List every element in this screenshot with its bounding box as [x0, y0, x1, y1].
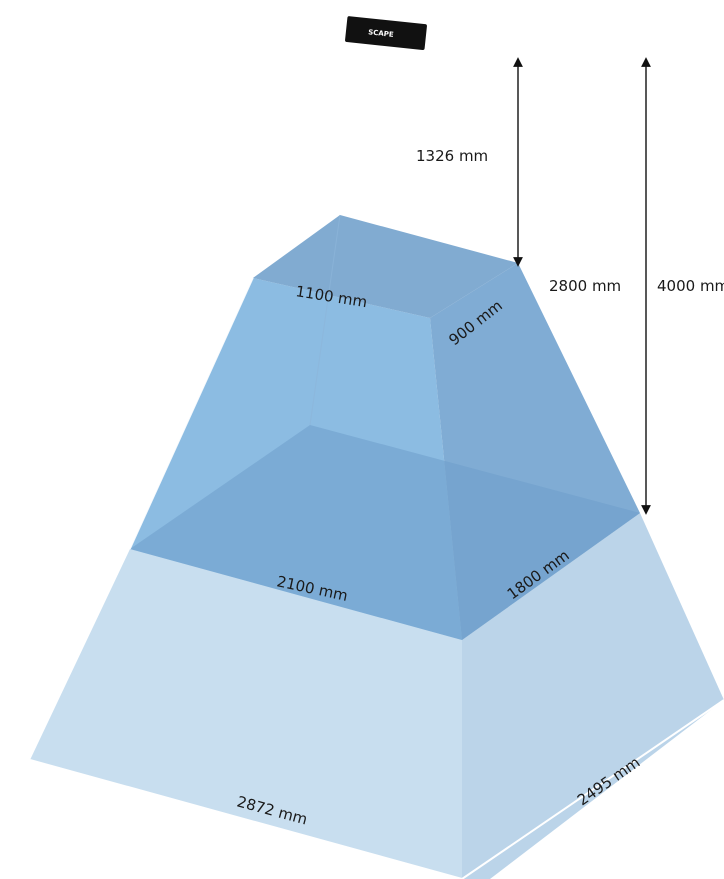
camera-to-base-height-label: 4000 mm — [657, 277, 724, 295]
camera-label: SCAPE — [368, 28, 394, 39]
upper-volume — [129, 214, 640, 640]
camera-device: SCAPE — [345, 16, 427, 51]
camera-to-top-height-label: 1326 mm — [416, 147, 488, 165]
top-to-mid-height-label: 2800 mm — [549, 277, 621, 295]
